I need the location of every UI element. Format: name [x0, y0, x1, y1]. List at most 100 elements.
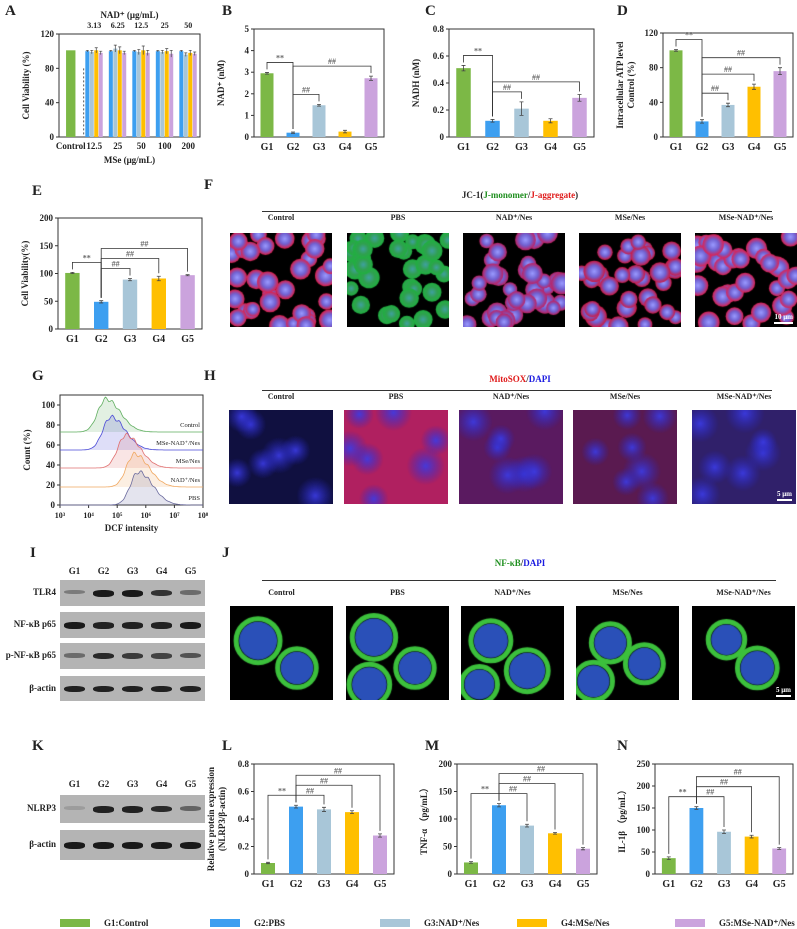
condition-label: NAD⁺/Nes: [494, 588, 531, 597]
x-tick-label: 10⁵: [112, 511, 123, 520]
x-tick-label: 10⁸: [198, 511, 209, 520]
bar-G4: [151, 278, 166, 329]
y-axis-label: Cell Viability (%): [21, 52, 31, 120]
error-bar: [722, 829, 726, 834]
blot-strip-NLRP3: [60, 795, 205, 823]
y-tick-label: 250: [637, 759, 651, 769]
bar-G2: [94, 301, 109, 329]
y-tick-label: 100: [40, 269, 54, 279]
condition-label: MSe-NAD⁺/Nes: [716, 392, 772, 401]
error-bar: [369, 75, 373, 81]
y-tick-label: 200: [40, 213, 54, 223]
y-axis-label: NADH (nM): [411, 59, 421, 107]
significance-label: **: [481, 785, 489, 794]
bar-G3: [721, 104, 735, 137]
chart-B: 0 1 2 3 4 5 NAD⁺ (nM) G1 G2 G3 G4 G5 ** ## ##: [216, 24, 385, 153]
micrograph-image: [576, 606, 679, 700]
panel-label-L: L: [222, 738, 233, 754]
micrograph-F-4: [579, 233, 681, 327]
histogram-fill: [60, 470, 203, 505]
bar-G1: [456, 68, 471, 137]
legend-item: G1:Control: [60, 918, 148, 928]
x-tick-label: 25: [113, 141, 123, 151]
bar-G3: [317, 809, 331, 874]
x-tick-label: G2: [690, 879, 703, 890]
y-tick-label: 0: [51, 500, 56, 510]
condition-label: MSe/Nes: [609, 392, 641, 401]
blot-band: [64, 590, 85, 595]
blot-band: [64, 653, 85, 658]
micrograph-F-3: [463, 233, 565, 327]
blot-band: [122, 685, 143, 693]
y-tick-label: 0.6: [433, 51, 445, 61]
error-bar: [146, 49, 150, 56]
error-bar: [265, 72, 269, 75]
blot-band: [122, 806, 143, 813]
y-tick-label: 100: [637, 825, 651, 835]
x-tick-label: 10³: [55, 511, 66, 520]
y-axis-label: Relative protein expression: [206, 767, 216, 871]
y-tick-label: 0: [49, 324, 54, 334]
y-tick-label: 60: [46, 440, 56, 450]
y-tick-label: 80: [46, 420, 56, 430]
y-tick-label: 4: [245, 46, 250, 56]
blot-strip-β-actin: [60, 830, 205, 860]
bar: [113, 48, 118, 137]
panel-label-J: J: [222, 545, 230, 561]
blot-strip-NF-κB p65: [60, 612, 205, 638]
y-tick-label: 0.4: [238, 814, 250, 824]
bar-G1: [261, 863, 275, 874]
significance-label: ##: [328, 57, 336, 66]
scale-bar-label: 5 μm: [775, 686, 791, 694]
blot-strip-TLR4: [60, 580, 205, 606]
bar-G3: [312, 105, 326, 137]
blot-band: [151, 685, 172, 693]
bar-G1: [464, 862, 478, 874]
y-tick-label: 150: [40, 241, 54, 251]
lane-label: G1: [68, 566, 81, 576]
y-axis-label: (NLRP3/β-actin): [217, 787, 227, 851]
significance-bracket: [492, 81, 580, 117]
error-bar: [185, 274, 190, 277]
y-axis-label: TNF-α （pg/mL）: [419, 783, 429, 855]
x-tick-label: G4: [544, 142, 557, 153]
error-bar: [156, 49, 160, 53]
bar: [164, 51, 169, 137]
plot-frame: [58, 33, 201, 138]
histogram-fill: [60, 415, 203, 450]
bar-G3: [122, 279, 138, 329]
title-part: /: [526, 374, 529, 384]
micrograph-image: [347, 233, 449, 327]
error-bar: [317, 103, 321, 107]
bar: [94, 50, 99, 137]
scale-bar: 5 μm: [775, 686, 791, 697]
error-bar: [577, 94, 582, 102]
y-tick-label: 150: [637, 803, 651, 813]
micrograph-image: [573, 410, 677, 504]
bar: [136, 52, 141, 137]
micrograph-image: [344, 410, 448, 504]
error-bar: [156, 275, 161, 282]
y-axis-label: Control (%): [626, 61, 636, 108]
bar: [169, 53, 174, 137]
error-bar: [674, 49, 678, 52]
y-tick-label: 0.2: [433, 105, 445, 115]
blot-band: [180, 653, 201, 659]
significance-bracket: [295, 794, 325, 805]
bar-G2: [689, 808, 704, 874]
y-tick-label: 0.4: [433, 78, 445, 88]
condition-label: MSe-NAD⁺/Nes: [716, 588, 771, 597]
x-tick-label: 12.5: [86, 141, 102, 151]
y-tick-label: 200: [637, 781, 651, 791]
condition-label: MSe-NAD⁺/Nes: [718, 213, 774, 222]
bar-G5: [576, 848, 590, 874]
blot-row-label: NF-κB p65: [13, 619, 56, 629]
x-tick-label: G4: [748, 142, 761, 153]
blot-band: [64, 842, 85, 849]
chart-C: 0 0.2 0.4 0.6 0.8 NADH (nM) G1 G2 G3 G4 G5 ** ## ##: [411, 24, 595, 153]
y-tick-label: 80: [649, 63, 659, 73]
x-axis-label: DCF intensity: [105, 523, 159, 533]
x-tick-label: G3: [313, 142, 326, 153]
bar-G5: [773, 71, 787, 137]
blot-band: [64, 622, 85, 629]
